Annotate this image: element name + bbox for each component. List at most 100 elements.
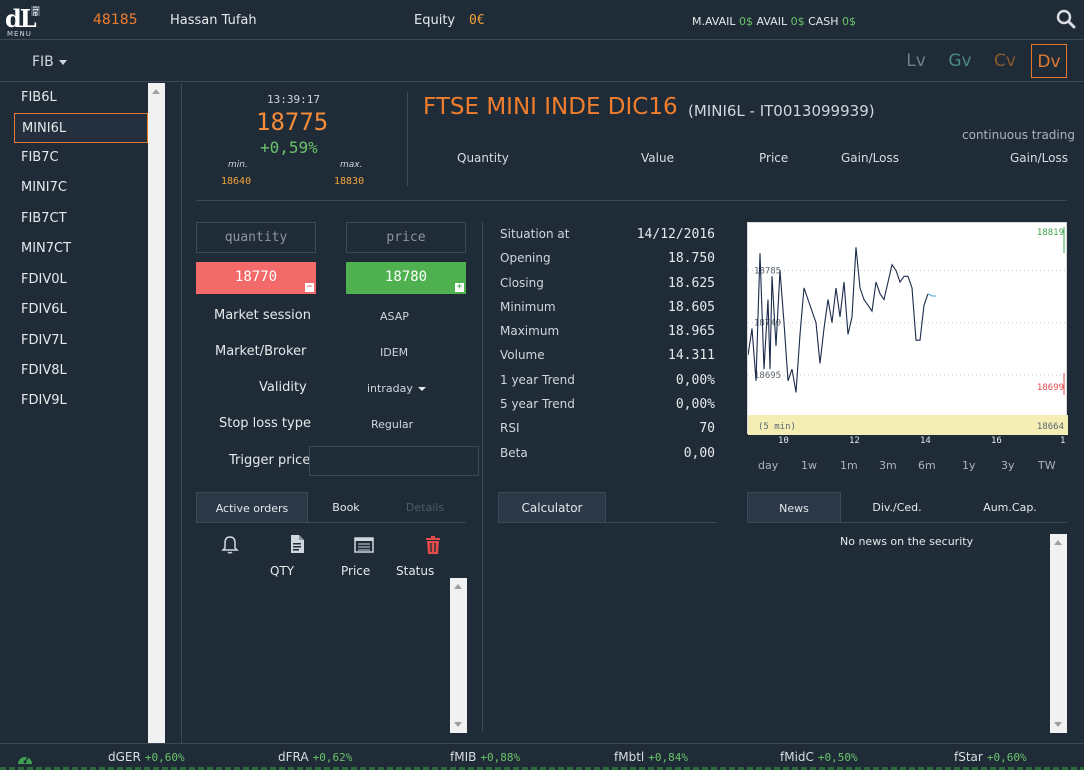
range-1w[interactable]: 1w (801, 459, 817, 472)
instrument-item[interactable]: FDIV7L (21, 333, 67, 348)
orders-scrollbar[interactable] (450, 578, 467, 733)
instrument-item[interactable]: MINI7C (21, 180, 67, 195)
position-header-gain-loss: Gain/Loss (841, 151, 899, 165)
ticker-item[interactable]: fMIB +0,88% (450, 750, 520, 764)
ticker-change: +0,50% (817, 751, 858, 764)
range-6m[interactable]: 6m (918, 459, 936, 472)
range-1m[interactable]: 1m (840, 459, 858, 472)
equity-value: 0€ (469, 13, 485, 28)
view-button-gv[interactable]: Gv (948, 51, 972, 71)
interval-band (748, 415, 1068, 435)
scroll-down-arrow-icon[interactable] (454, 722, 462, 727)
tab-details[interactable]: Details (405, 501, 445, 514)
user-name: Hassan Tufah (170, 13, 257, 28)
instrument-item[interactable]: FIB7C (21, 150, 59, 165)
trash-icon[interactable] (423, 535, 443, 555)
range-3m[interactable]: 3m (879, 459, 897, 472)
news-scrollbar[interactable] (1050, 534, 1067, 733)
app-logo-menu-button[interactable]: dL ite MENU (5, 4, 41, 38)
instrument-item[interactable]: FDIV6L (21, 302, 67, 317)
range-1y[interactable]: 1y (962, 459, 976, 472)
view-button-cv[interactable]: Cv (994, 51, 1016, 71)
plus-icon: + (455, 282, 464, 292)
stat-value: 18.625 (668, 276, 715, 291)
dashboard-gauge-icon[interactable] (17, 752, 33, 765)
x-tick-label: 12 (849, 436, 860, 446)
tab-news[interactable]: News (747, 492, 841, 523)
sell-button[interactable]: 18770 − (196, 262, 316, 294)
equity-label: Equity (414, 13, 456, 28)
y-tick-label: 18695 (754, 371, 781, 381)
scroll-up-arrow-icon[interactable] (152, 89, 160, 94)
ticker-item[interactable]: fMbtl +0,84% (614, 750, 688, 764)
market-session-value[interactable]: ASAP (380, 310, 409, 323)
tab-book[interactable]: Book (332, 501, 360, 514)
stat-value: 18.965 (668, 324, 715, 339)
view-button-dv[interactable]: Dv (1031, 44, 1067, 78)
tab-calculator[interactable]: Calculator (498, 492, 606, 523)
validity-dropdown[interactable]: intraday (367, 382, 426, 395)
ticker-item[interactable]: fStar +0,60% (954, 750, 1027, 764)
search-icon[interactable] (1056, 9, 1076, 29)
market-filter-dropdown[interactable]: FIB (32, 54, 67, 70)
stop-loss-type-value[interactable]: Regular (371, 418, 414, 431)
stat-value: 0,00% (675, 397, 715, 412)
scroll-up-arrow-icon[interactable] (1054, 540, 1062, 545)
tab-underline (498, 522, 717, 523)
instrument-item[interactable]: FIB6L (21, 90, 57, 105)
ticker-item[interactable]: fMidC +0,50% (780, 750, 858, 764)
position-header-price: Price (759, 151, 789, 165)
stat-value: 70 (699, 421, 715, 436)
bottom-value-label: 18664 (1037, 422, 1064, 432)
sell-price: 18770 (234, 269, 278, 285)
account-id: 48185 (93, 12, 138, 28)
column-status: Status (396, 564, 435, 578)
range-day[interactable]: day (758, 459, 779, 472)
instrument-item[interactable]: MIN7CT (21, 241, 72, 256)
instrument-item[interactable]: FDIV9L (21, 393, 67, 408)
scroll-up-arrow-icon[interactable] (454, 584, 462, 589)
tab-dividends[interactable]: Div./Ced. (872, 501, 922, 514)
stat-label: Maximum (500, 324, 560, 338)
avail-value: 0$ (790, 15, 805, 28)
y-tick-label: 18740 (754, 319, 781, 329)
stat-value: 14/12/2016 (636, 227, 715, 242)
buy-button[interactable]: 18780 + (346, 262, 466, 294)
instrument-item[interactable]: FDIV8L (21, 363, 67, 378)
tab-active-orders[interactable]: Active orders (196, 492, 308, 523)
document-icon[interactable] (287, 534, 307, 554)
interval-label: (5 min) (758, 422, 796, 432)
high-value-label: 18819 (1037, 228, 1064, 238)
range-tw[interactable]: TW (1038, 459, 1056, 472)
news-empty-message: No news on the security (840, 535, 974, 548)
intraday-chart[interactable]: 18785 18740 18695 (5 min) 18664 18819 18699 (747, 222, 1068, 435)
cash-label: CASH (808, 15, 839, 28)
ticker-change: +0,88% (480, 751, 521, 764)
view-button-lv[interactable]: Lv (906, 51, 926, 71)
stat-label: Minimum (500, 300, 556, 314)
instrument-item[interactable]: FDIV0L (21, 272, 67, 287)
list-icon[interactable] (354, 535, 374, 555)
instrument-item[interactable]: FIB7CT (21, 211, 67, 226)
divider (196, 200, 1067, 201)
tab-underline (747, 522, 1067, 523)
stat-label: RSI (500, 421, 520, 435)
quantity-input[interactable]: quantity (196, 222, 316, 253)
scroll-down-arrow-icon[interactable] (1054, 722, 1062, 727)
price-input[interactable]: price (346, 222, 466, 253)
ticker-item[interactable]: dGER +0,60% (108, 750, 185, 764)
sidebar-scrollbar[interactable] (148, 83, 165, 743)
trigger-price-input[interactable] (309, 446, 479, 476)
stat-label: 5 year Trend (500, 397, 575, 411)
ticker-name: fMidC (780, 750, 814, 764)
price-series-line (747, 247, 929, 393)
bell-icon[interactable] (220, 535, 240, 555)
ticker-item[interactable]: dFRA +0,62% (278, 750, 352, 764)
market-broker-value[interactable]: IDEM (380, 346, 409, 359)
stop-loss-type-label: Stop loss type (219, 416, 311, 431)
tab-capital-increase[interactable]: Aum.Cap. (983, 501, 1037, 514)
range-3y[interactable]: 3y (1001, 459, 1015, 472)
validity-label: Validity (259, 380, 307, 395)
instrument-item-selected[interactable]: MINI6L (14, 113, 148, 143)
y-tick-label: 18785 (754, 266, 781, 276)
